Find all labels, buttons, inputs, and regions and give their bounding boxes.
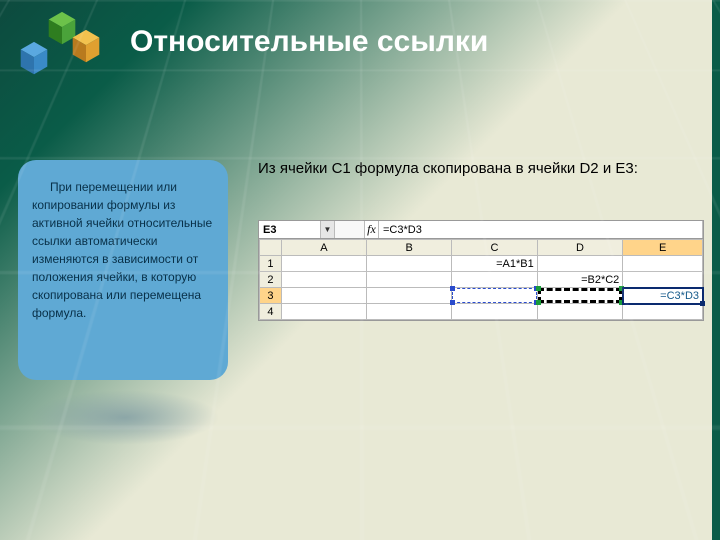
cell[interactable]	[623, 256, 703, 272]
cell[interactable]	[367, 272, 452, 288]
spreadsheet-grid: A B C D E 1 =A1*B1 2 =B2*C2	[259, 239, 703, 320]
col-header[interactable]: E	[623, 240, 703, 256]
row-header[interactable]: 2	[260, 272, 282, 288]
cell[interactable]	[537, 256, 623, 272]
cell[interactable]	[623, 304, 703, 320]
info-box: При перемещении или копировании формулы …	[18, 160, 228, 380]
col-header[interactable]: D	[537, 240, 623, 256]
corner-cubes	[15, 10, 105, 100]
cell[interactable]	[367, 256, 452, 272]
formula-bar-row: E3 ▼ fx =C3*D3	[259, 221, 703, 239]
row-header[interactable]: 3	[260, 288, 282, 304]
cell[interactable]	[367, 288, 452, 304]
column-header-row: A B C D E	[260, 240, 703, 256]
cell[interactable]: =B2*C2	[537, 272, 623, 288]
fx-icon[interactable]: fx	[365, 221, 379, 238]
slide: Относительные ссылки При перемещении или…	[0, 0, 720, 540]
row-header[interactable]: 4	[260, 304, 282, 320]
col-header[interactable]: B	[367, 240, 452, 256]
formula-bar-input[interactable]: =C3*D3	[379, 221, 703, 238]
right-edge-bar	[712, 0, 720, 540]
cell[interactable]	[452, 304, 538, 320]
row-header[interactable]: 1	[260, 256, 282, 272]
cell[interactable]	[281, 256, 366, 272]
formula-bar-gap	[335, 221, 365, 238]
cell[interactable]	[623, 272, 703, 288]
info-box-shadow	[30, 390, 220, 445]
table-row: 2 =B2*C2	[260, 272, 703, 288]
cell[interactable]	[281, 272, 366, 288]
slide-title: Относительные ссылки	[130, 25, 488, 59]
table-row: 1 =A1*B1	[260, 256, 703, 272]
table-row: 3 =C3*D3	[260, 288, 703, 304]
cell[interactable]	[281, 288, 366, 304]
cell[interactable]	[367, 304, 452, 320]
name-box[interactable]: E3	[259, 221, 321, 238]
col-header[interactable]: A	[281, 240, 366, 256]
name-box-dropdown[interactable]: ▼	[321, 221, 335, 238]
cell[interactable]	[537, 304, 623, 320]
col-header[interactable]: C	[452, 240, 538, 256]
cell-source-range[interactable]	[452, 288, 538, 304]
select-all-corner[interactable]	[260, 240, 282, 256]
cell-selected[interactable]: =C3*D3	[623, 288, 703, 304]
cell[interactable]	[452, 272, 538, 288]
cell[interactable]	[281, 304, 366, 320]
cell[interactable]: =A1*B1	[452, 256, 538, 272]
info-text: При перемещении или копировании формулы …	[32, 178, 214, 322]
cell-source-range[interactable]	[537, 288, 623, 304]
cube-orange-icon	[67, 28, 105, 66]
excel-screenshot: E3 ▼ fx =C3*D3 A B C D E 1 =A1*B1	[258, 220, 704, 321]
caption-text: Из ячейки С1 формула скопирована в ячейк…	[258, 160, 698, 177]
table-row: 4	[260, 304, 703, 320]
